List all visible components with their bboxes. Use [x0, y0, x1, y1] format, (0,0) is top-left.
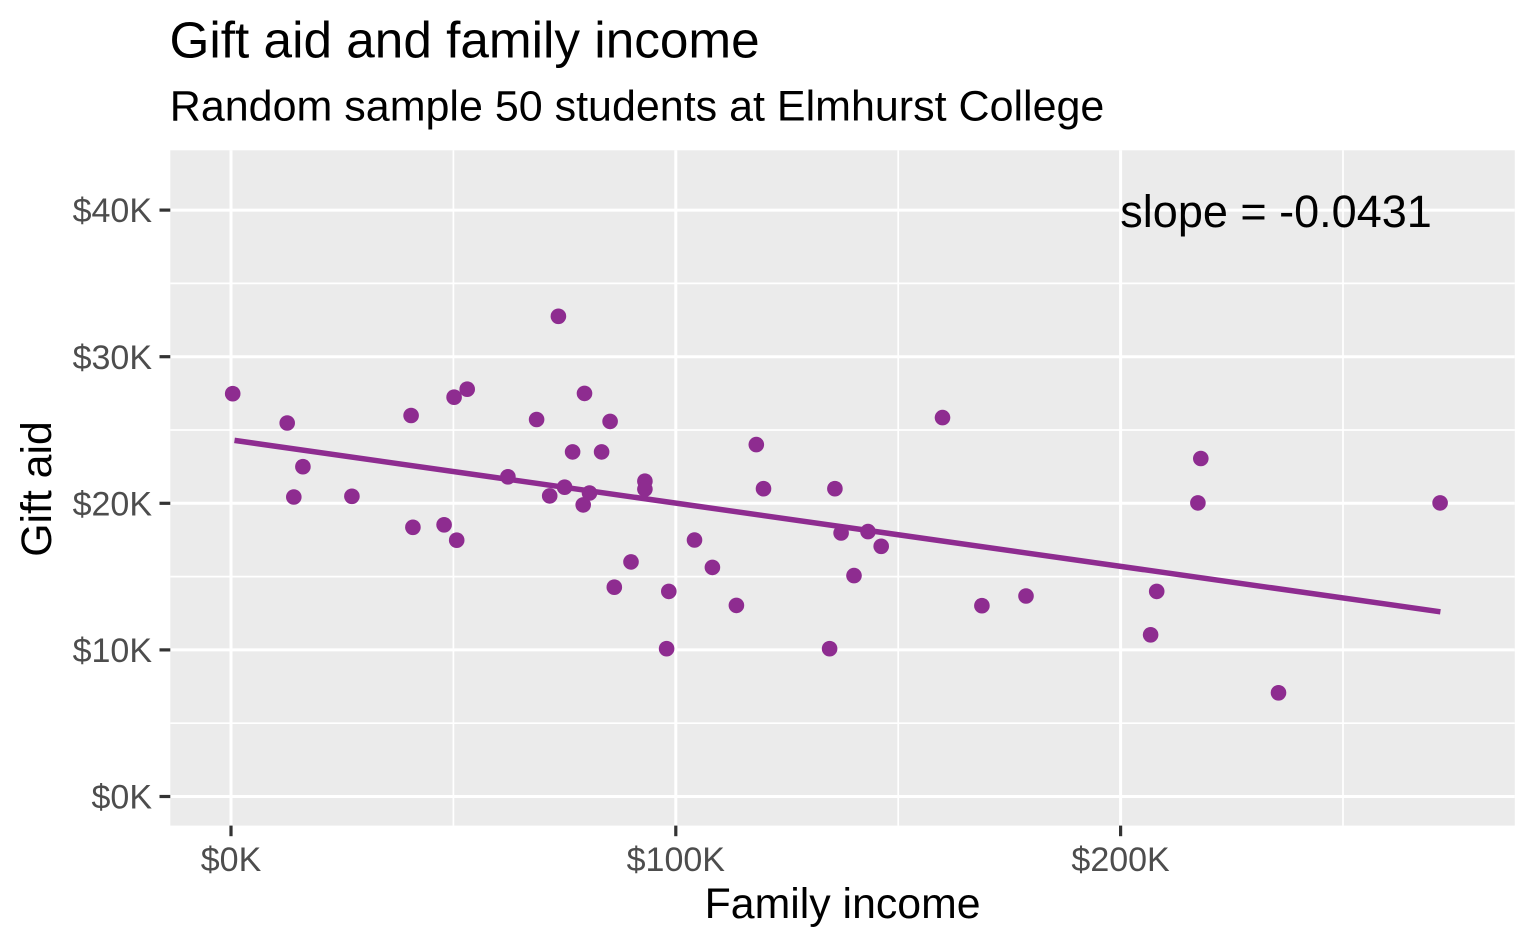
svg-text:$0K: $0K — [92, 779, 153, 817]
svg-text:slope = -0.0431: slope = -0.0431 — [1120, 186, 1431, 237]
svg-text:$100K: $100K — [627, 841, 726, 879]
svg-text:Family income: Family income — [705, 880, 981, 928]
svg-text:$10K: $10K — [73, 632, 153, 670]
svg-text:$200K: $200K — [1071, 841, 1170, 879]
svg-text:Gift aid and family income: Gift aid and family income — [170, 11, 760, 68]
svg-text:Gift aid: Gift aid — [13, 421, 61, 557]
svg-text:Random sample 50 students at E: Random sample 50 students at Elmhurst Co… — [170, 83, 1105, 131]
svg-text:$30K: $30K — [73, 339, 153, 377]
svg-text:$40K: $40K — [73, 192, 153, 230]
svg-text:$20K: $20K — [73, 485, 153, 523]
svg-text:$0K: $0K — [201, 841, 262, 879]
